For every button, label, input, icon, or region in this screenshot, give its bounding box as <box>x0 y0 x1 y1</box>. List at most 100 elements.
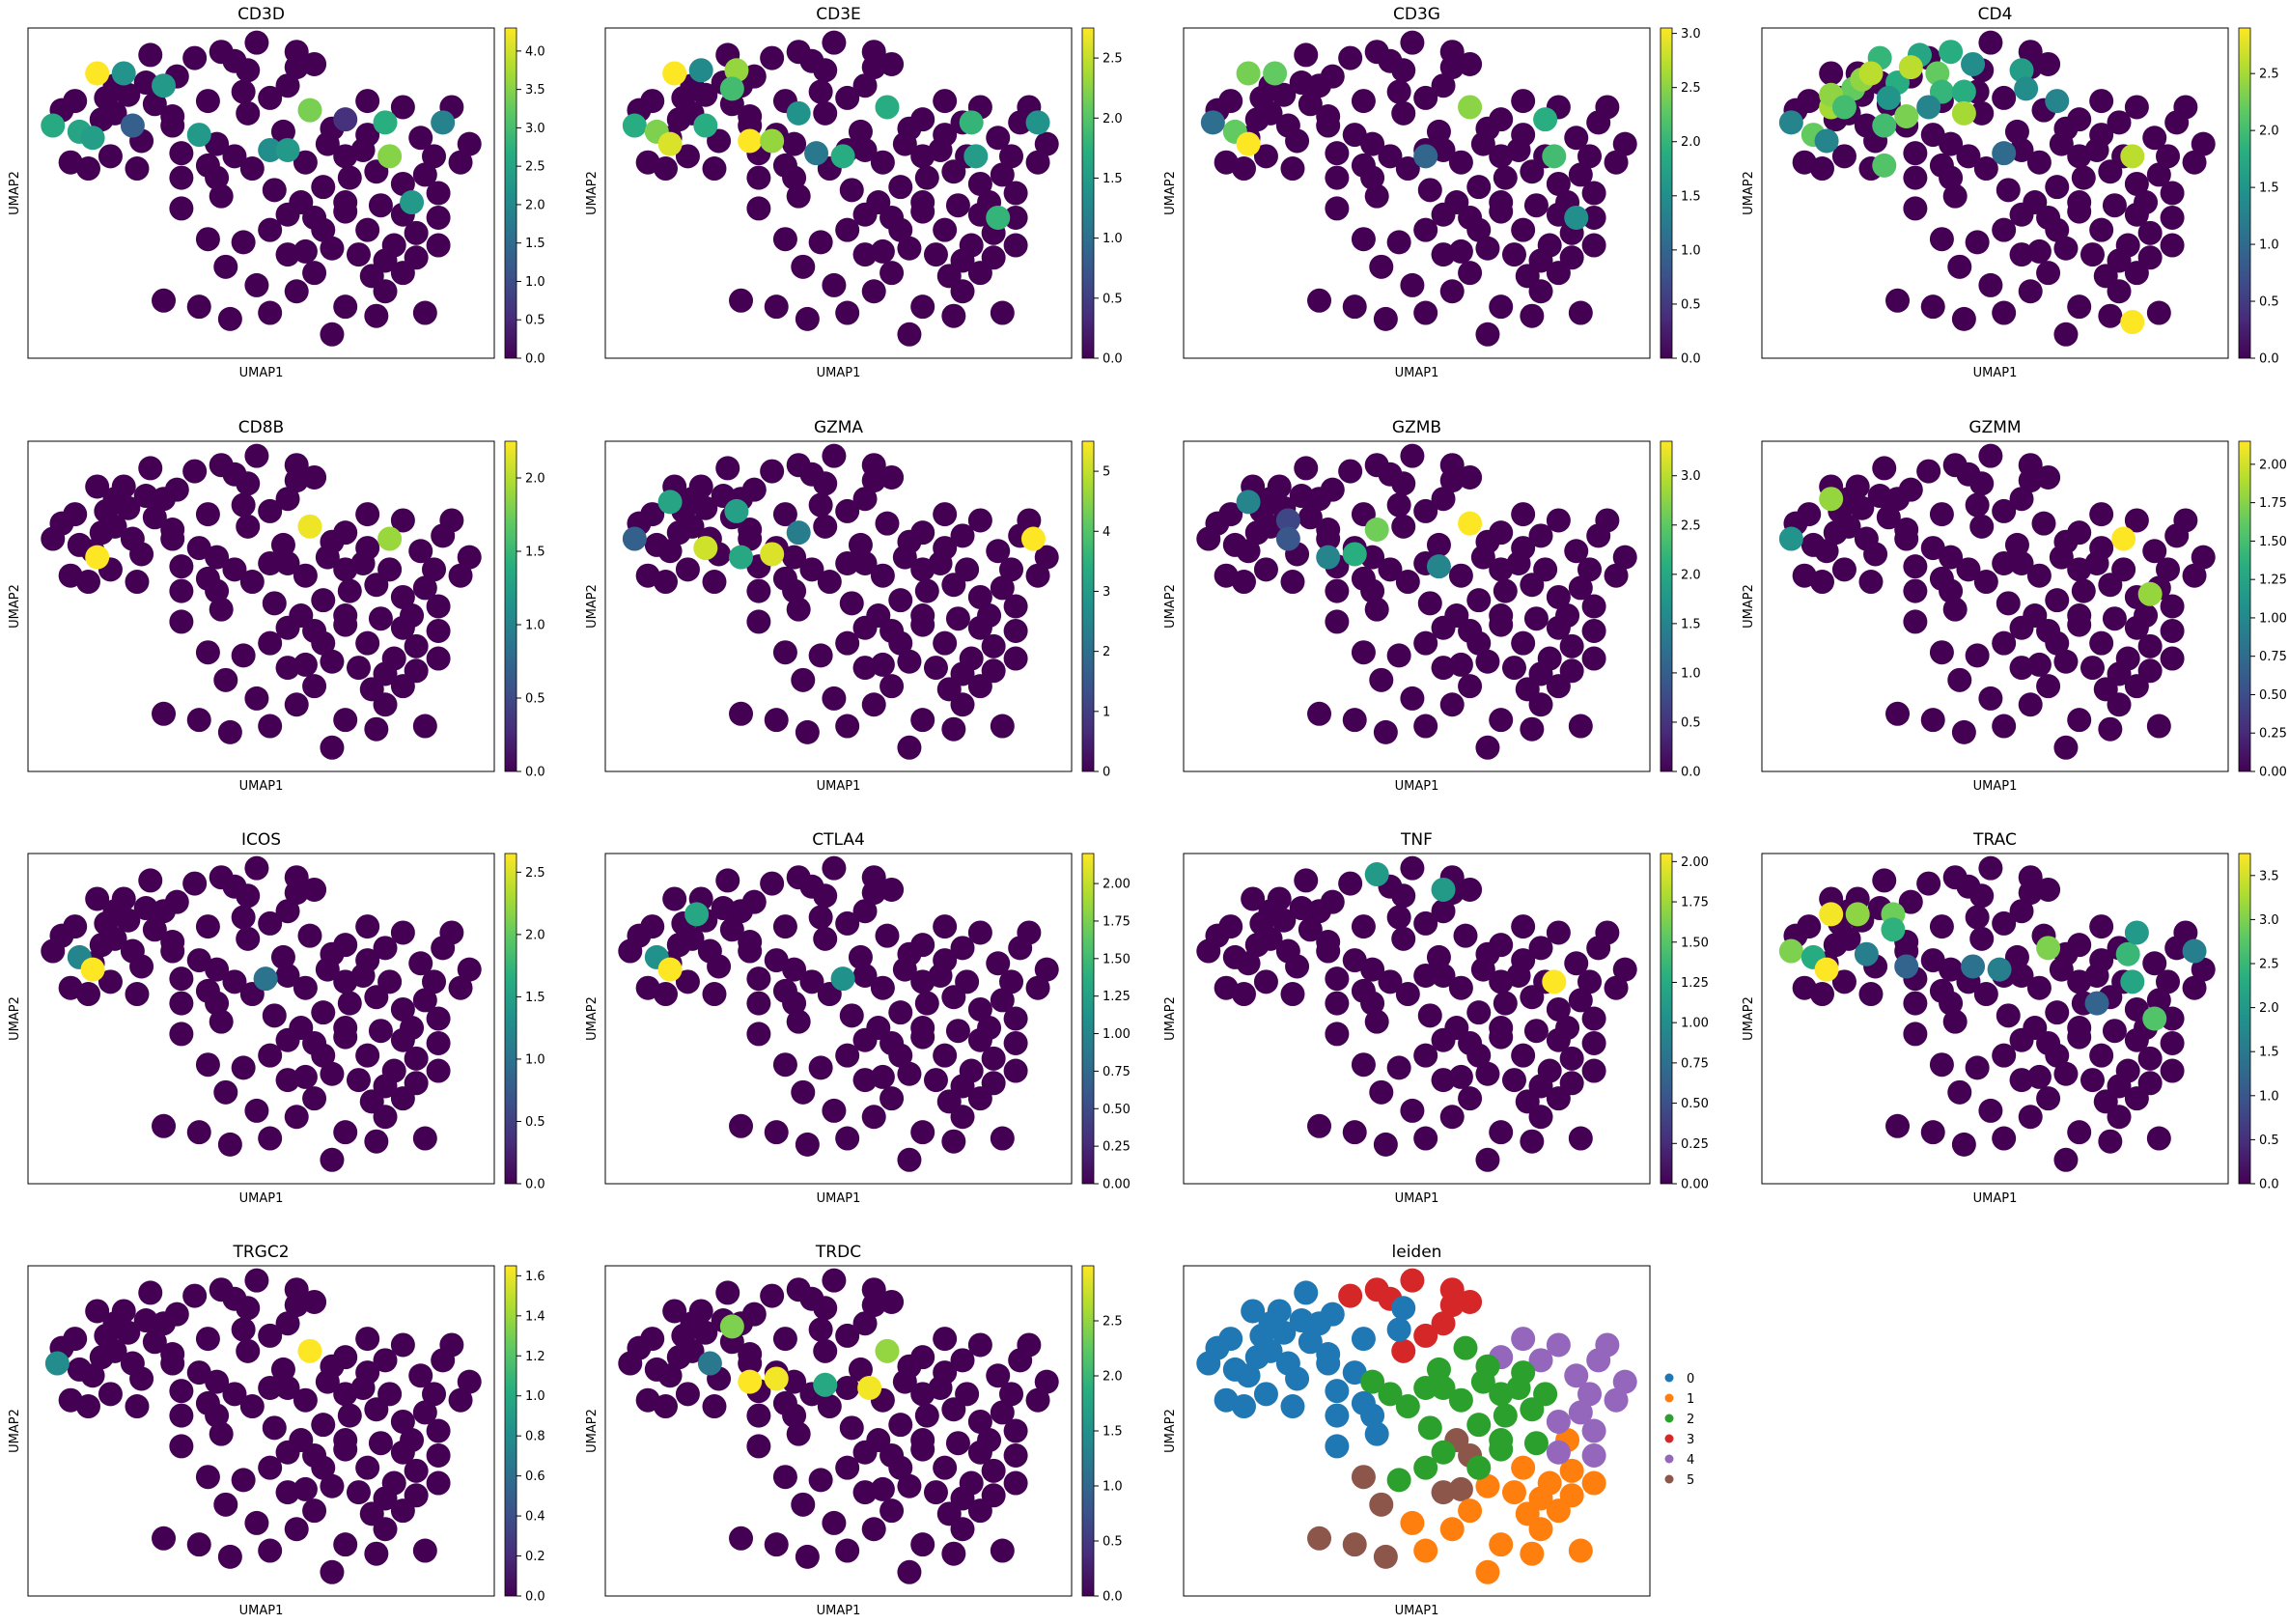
colorbar <box>1660 27 1673 359</box>
cell-point-expressing <box>1854 941 1879 966</box>
cell-point <box>1400 1510 1425 1535</box>
legend-label: 0 <box>1687 1372 1694 1386</box>
cell-point <box>390 171 415 196</box>
legend-marker <box>1664 1373 1674 1383</box>
cell-point <box>1439 1277 1465 1302</box>
cell-point <box>373 1105 398 1130</box>
cell-point-expressing <box>377 526 403 551</box>
cell-point <box>772 1052 797 1078</box>
cell-point <box>657 539 683 564</box>
cell-point <box>1489 294 1514 320</box>
cell-point <box>142 917 167 942</box>
cell-point <box>258 1323 283 1348</box>
cell-point-expressing <box>2137 581 2163 606</box>
cell-point <box>1258 1311 1283 1336</box>
colorbar-tick-label: 0.4 <box>525 1510 545 1525</box>
cell-point <box>786 597 811 622</box>
colorbar-tick-label: 1.0 <box>2259 238 2279 253</box>
cell-point <box>390 1409 415 1434</box>
cell-point <box>213 1079 238 1105</box>
cell-point <box>813 58 838 83</box>
cell-point <box>897 1147 922 1172</box>
axes-frame <box>604 1265 1073 1597</box>
cell-point-expressing <box>719 76 744 101</box>
cell-point-expressing <box>1364 518 1389 542</box>
cell-point <box>129 1366 154 1391</box>
cell-point <box>2173 95 2198 120</box>
cell-point-expressing <box>786 100 811 126</box>
cell-point <box>933 1043 958 1068</box>
cell-point <box>1316 938 1341 964</box>
cell-point <box>1564 1363 1589 1388</box>
cell-point <box>1280 1394 1305 1419</box>
colorbar-tick-label: 1.5 <box>1681 189 1701 204</box>
cell-point <box>1836 487 1861 512</box>
axes-frame <box>27 440 495 772</box>
cell-point <box>2160 1058 2185 1083</box>
cell-point <box>1528 523 1553 548</box>
colorbar-tick-label: 1.0 <box>525 619 545 633</box>
cell-point-expressing <box>1819 487 1844 512</box>
cell-point <box>1431 1440 1456 1465</box>
cell-point <box>160 1351 185 1376</box>
colorbar-tick-label: 1.5 <box>525 991 545 1005</box>
cell-point <box>152 1526 177 1551</box>
cell-point <box>2045 1043 2070 1068</box>
cell-point <box>914 991 939 1016</box>
cell-point <box>186 294 211 320</box>
cell-point <box>1360 957 1385 982</box>
cell-point <box>404 1046 429 1071</box>
cell-point <box>1386 905 1411 930</box>
cell-point <box>1969 926 1995 951</box>
cell-point-expressing <box>275 137 300 162</box>
cell-point <box>311 1413 336 1438</box>
cell-point <box>1342 1360 1367 1386</box>
cell-point <box>1244 107 1270 132</box>
y-axis-label: UMAP2 <box>585 1409 600 1453</box>
cell-point <box>1413 910 1438 936</box>
cell-point <box>1568 162 1593 187</box>
cell-point <box>2160 205 2185 230</box>
cell-point <box>1351 89 1376 114</box>
cell-point <box>897 941 922 966</box>
cell-point <box>58 975 83 1000</box>
cell-point <box>1973 982 1998 1007</box>
cell-point <box>1466 217 1492 242</box>
cell-point <box>1475 529 1500 554</box>
cell-point-expressing <box>120 113 145 138</box>
cell-point <box>1969 100 1995 126</box>
cell-point-expressing <box>2111 526 2136 551</box>
colorbar-tick-label: 0.75 <box>1681 1056 1709 1071</box>
cell-point <box>1034 131 1059 156</box>
cell-point <box>1439 453 1465 478</box>
cell-point <box>1466 1043 1492 1068</box>
cell-point <box>302 674 327 699</box>
cell-point <box>1511 123 1536 148</box>
panel-title: leiden <box>1392 1243 1442 1262</box>
cell-point <box>408 951 433 976</box>
cell-point <box>1992 300 2017 325</box>
cell-point <box>914 1403 939 1428</box>
cell-point <box>164 477 189 502</box>
cell-point <box>160 113 185 138</box>
colorbar-tick-label: 4 <box>1103 525 1110 540</box>
colorbar-tick-label: 2.5 <box>1103 52 1123 67</box>
cell-point <box>666 107 691 132</box>
cell-point <box>2146 162 2171 187</box>
cell-point <box>861 279 886 304</box>
colorbar-tick-label: 0.50 <box>1103 1103 1131 1117</box>
cell-point <box>1929 1052 1954 1078</box>
cell-point <box>1316 526 1341 551</box>
cell-point-expressing <box>2045 89 2070 114</box>
cell-point <box>1400 1268 1425 1293</box>
cell-point <box>967 996 992 1022</box>
cell-point <box>848 1357 873 1382</box>
cell-point <box>1351 1052 1376 1078</box>
cell-point <box>2018 692 2043 717</box>
cell-point <box>2089 914 2114 939</box>
cell-point <box>782 957 807 982</box>
cell-point-expressing <box>186 123 211 148</box>
cell-point <box>967 1409 992 1434</box>
cell-point <box>981 245 1006 270</box>
cell-point <box>284 1105 309 1130</box>
